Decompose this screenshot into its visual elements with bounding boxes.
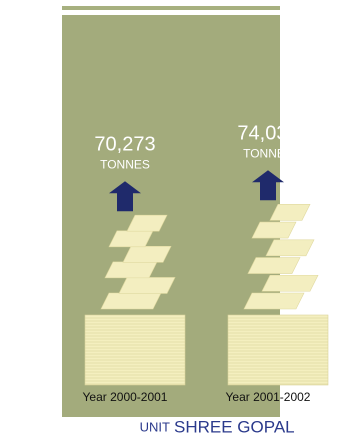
value-label: 70,273: [94, 133, 155, 155]
floating-sheet: [104, 261, 158, 279]
floating-sheet: [251, 221, 297, 239]
unit-label: TONNES: [100, 157, 150, 171]
up-arrow: [252, 170, 284, 201]
up-arrow: [109, 181, 141, 212]
floating-sheet: [261, 274, 319, 292]
paper-column: [227, 170, 329, 386]
top-stripe: [62, 6, 280, 10]
floating-sheet: [126, 214, 168, 232]
unit-label: TONNES: [243, 146, 293, 160]
floating-sheet: [265, 239, 315, 257]
title-prefix: UNIT: [140, 419, 170, 434]
x-tick-label: Year 2000-2001: [83, 390, 168, 404]
floating-sheet: [108, 230, 154, 248]
floating-sheet: [122, 246, 172, 263]
value-label: 74,035: [237, 123, 298, 145]
floating-sheet: [247, 257, 301, 274]
floating-sheet: [100, 292, 162, 310]
paper-stack: [84, 314, 186, 386]
paper-stack: [227, 314, 329, 386]
x-tick-label: Year 2001-2002: [226, 390, 311, 404]
floating-sheet: [243, 292, 305, 310]
floating-sheet: [118, 277, 176, 294]
chart-title: SHREE GOPAL: [174, 417, 295, 436]
floating-sheet: [269, 203, 311, 221]
paper-column: [84, 181, 186, 386]
